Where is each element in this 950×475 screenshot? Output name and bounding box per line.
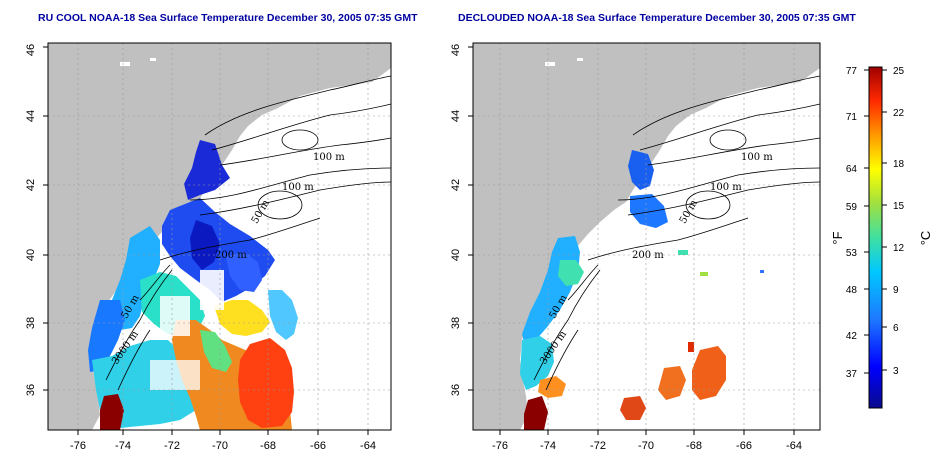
lat-tick-label: 38: [25, 317, 37, 329]
fahrenheit-tick: 48: [846, 285, 858, 296]
isobath-label: 50 m: [250, 198, 272, 226]
fahrenheit-tick: 59: [846, 202, 858, 213]
lat-tick-label: 42: [25, 179, 37, 191]
fahrenheit-tick: 77: [846, 66, 858, 77]
fahrenheit-tick: 37: [846, 369, 858, 380]
right-map: 100 m 100 m 50 m 200 m 50 m 3000 m -76 -…: [450, 42, 821, 452]
celsius-tick: 25: [893, 66, 905, 77]
lake: [120, 62, 130, 66]
lat-tick-label: 44: [25, 110, 37, 122]
right-map-title: DECLOUDED NOAA-18 Sea Surface Temperatur…: [458, 12, 856, 24]
isobath-label: 200 m: [215, 250, 247, 261]
lon-tick-label: -72: [590, 440, 606, 452]
fahrenheit-tick: 53: [846, 248, 858, 259]
lon-tick-label: -76: [492, 440, 508, 452]
lat-tick-label: 44: [450, 110, 462, 122]
graticule: [48, 43, 391, 430]
lat-tick-label: 40: [450, 249, 462, 261]
lon-tick-label: -68: [686, 440, 702, 452]
lon-tick-label: -70: [638, 440, 654, 452]
celsius-tick: 3: [893, 366, 899, 377]
isobath-label: 100 m: [282, 182, 314, 193]
lon-tick-label: -74: [115, 440, 131, 452]
isobath-label: 50 m: [678, 198, 700, 226]
fahrenheit-tick: 71: [846, 112, 858, 123]
lon-tick-label: -64: [360, 440, 376, 452]
isobath-label: 200 m: [632, 250, 664, 261]
lat-tick-label: 42: [450, 179, 462, 191]
lon-tick-label: -68: [260, 440, 276, 452]
lon-tick-label: -66: [310, 440, 326, 452]
lake: [150, 58, 156, 61]
isobaths: [105, 75, 392, 391]
colorbar-gradient: [868, 66, 883, 409]
lat-tick-label: 46: [450, 44, 462, 56]
isobath-label: 100 m: [313, 152, 345, 163]
sst-data: [520, 150, 764, 430]
lon-tick-label: -72: [164, 440, 180, 452]
lat-tick-label: 40: [25, 249, 37, 261]
isobath-label: 100 m: [710, 182, 742, 193]
colorbar: 77 71 64 59 53 48 42 37 25 22 18 15 12 9…: [830, 66, 933, 409]
celsius-tick: 22: [893, 108, 905, 119]
lon-tick-label: -76: [70, 440, 86, 452]
lon-tick-label: -64: [786, 440, 802, 452]
celsius-tick: 6: [893, 323, 899, 334]
celsius-tick: 9: [893, 285, 899, 296]
celsius-tick: 18: [893, 159, 905, 170]
lake: [577, 58, 583, 61]
celsius-tick: 15: [893, 201, 905, 212]
fahrenheit-unit-label: °F: [830, 231, 845, 244]
isobath-label: 100 m: [741, 152, 773, 163]
fahrenheit-tick: 64: [846, 164, 858, 175]
left-map-title: RU COOL NOAA-18 Sea Surface Temperature …: [38, 12, 418, 24]
celsius-tick: 12: [893, 243, 905, 254]
isobaths: [533, 75, 821, 391]
celsius-unit-label: °C: [918, 231, 933, 246]
lat-tick-label: 46: [25, 44, 37, 56]
land: [473, 43, 820, 430]
lat-tick-label: 36: [25, 384, 37, 396]
land: [48, 43, 391, 430]
lat-tick-label: 38: [450, 317, 462, 329]
lon-tick-label: -74: [540, 440, 556, 452]
lon-tick-label: -66: [736, 440, 752, 452]
fahrenheit-tick: 42: [846, 331, 858, 342]
lake: [545, 62, 555, 66]
lat-tick-label: 36: [450, 384, 462, 396]
left-map: 100 m 100 m 50 m 200 m 50 m 3000 m -76 -…: [25, 42, 392, 452]
lon-tick-label: -70: [212, 440, 228, 452]
